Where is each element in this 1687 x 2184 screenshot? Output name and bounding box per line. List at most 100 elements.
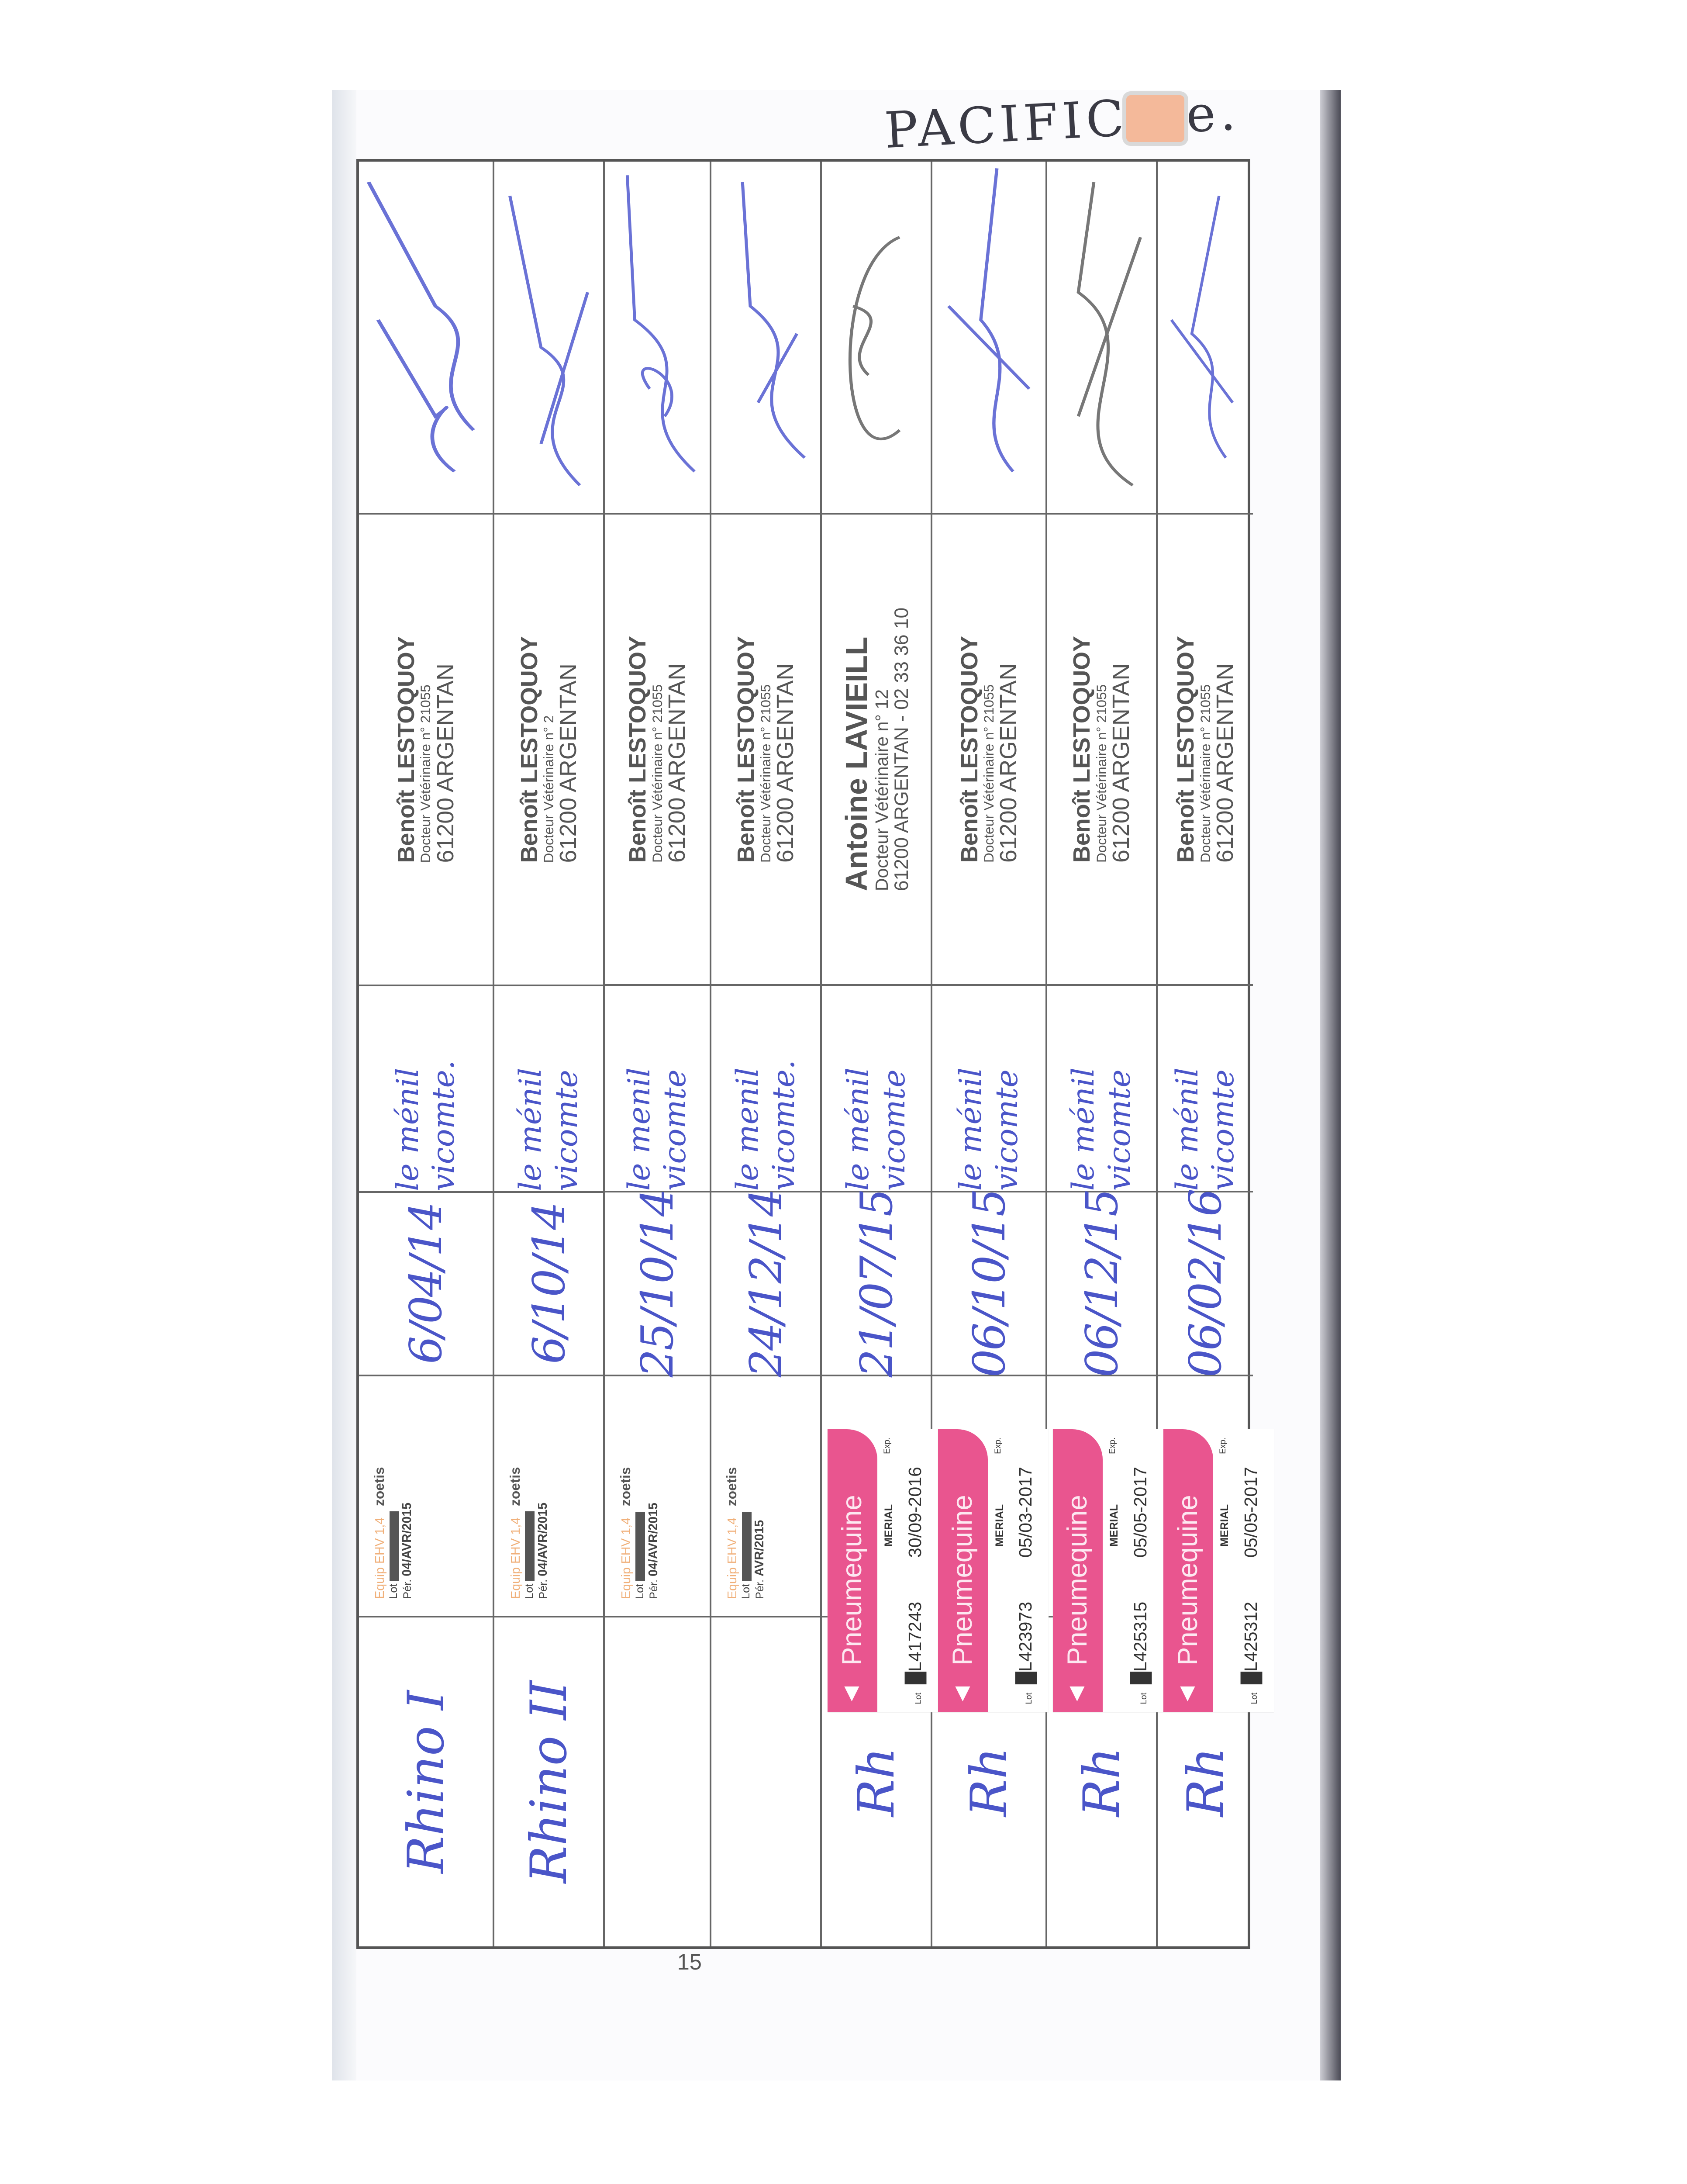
vet-signature — [626, 175, 696, 473]
lot-barcode — [742, 1511, 752, 1581]
zoetis-vaccine-label: Equip EHV 1,4 zoetis Lot Pér. 04/AVR/201… — [367, 1379, 453, 1607]
vaccination-place: le ménil vicomte — [513, 1068, 585, 1191]
vet-stamp: Benoît LESTOQUOY Docteur Vétérinaire n° … — [624, 636, 690, 863]
date-cell: 25/10/14 — [605, 1190, 710, 1377]
exp-label: Exp. — [1108, 1437, 1118, 1454]
vet-city: 61200 ARGENTAN — [1212, 663, 1239, 863]
place-cell: le ménil vicomte. — [359, 984, 493, 1191]
disease-text: Rh — [960, 1747, 1018, 1817]
vet-signature — [849, 236, 901, 441]
vaccine-brand: Equip EHV 1,4 — [619, 1517, 634, 1600]
disease-text: Rh — [847, 1747, 906, 1817]
lot-label: Lot — [523, 1583, 536, 1599]
vaccination-date: 6/04/14 — [400, 1203, 452, 1364]
disease-cell — [711, 1616, 821, 1947]
vet-name: Benoît LESTOQUOY — [516, 636, 543, 863]
pneumequine-vaccine-label: ◀ Pneumequine MERIAL Exp. Lot█L425312 05/… — [1163, 1429, 1274, 1713]
vaccination-date: 06/12/15 — [1076, 1189, 1128, 1378]
vet-stamp-cell: Antoine LAVIEILL Docteur Vétérinaire n° … — [822, 513, 931, 984]
vaccine-expiry: 04/AVR/2015 — [536, 1502, 550, 1576]
per-label: Pér. — [401, 1579, 414, 1599]
vet-city: 61200 ARGENTAN — [772, 663, 799, 863]
lot-label: Lot — [634, 1583, 646, 1600]
vaccine-brand: Pneumequine — [947, 1495, 978, 1666]
vaccination-date: 06/10/15 — [963, 1189, 1015, 1378]
vet-name: Antoine LAVIEILL — [839, 636, 874, 892]
vet-title: Docteur Vétérinaire n° 21055 — [649, 684, 665, 863]
place-cell: le ménil vicomte — [494, 984, 604, 1191]
per-label: Pér. — [754, 1579, 766, 1600]
vaccine-cell: Equip EHV 1,4 zoetis Lot Pér. 04/AVR/201… — [359, 1374, 493, 1616]
vet-stamp-cell: Benoît LESTOQUOY Docteur Vétérinaire n° … — [494, 513, 604, 985]
per-label: Pér. — [537, 1579, 550, 1599]
vaccine-brand: Pneumequine — [1062, 1495, 1093, 1666]
vaccine-lot: L425312 — [1241, 1601, 1261, 1672]
signature-cell — [605, 162, 710, 513]
vaccine-cell: Equip EHV 1,4 zoetis Lot Pér. AVR/2015 — [711, 1375, 821, 1616]
exp-label: Exp. — [883, 1437, 892, 1454]
vaccination-place: le ménil vicomte — [840, 1068, 912, 1191]
vaccine-maker: MERIAL — [993, 1504, 1006, 1547]
zoetis-vaccine-label: Equip EHV 1,4 zoetis Lot Pér. AVR/2015 — [720, 1379, 806, 1608]
lot-label: Lot — [1139, 1693, 1149, 1704]
lot-label: Lot — [914, 1693, 924, 1704]
disease-text: Rh — [1073, 1747, 1131, 1817]
lot-label: Lot — [387, 1583, 400, 1599]
vet-signature — [1076, 182, 1142, 487]
vet-title: Docteur Vétérinaire n° 21055 — [1094, 684, 1110, 863]
vet-title: Docteur Vétérinaire n° 12 — [872, 689, 892, 892]
vet-name: Benoît LESTOQUOY — [956, 636, 983, 863]
vaccine-maker: MERIAL — [1108, 1504, 1121, 1547]
place-cell: le ménil vicomte — [1158, 984, 1253, 1191]
vaccination-place: le ménil vicomte — [1066, 1068, 1137, 1191]
date-cell: 06/10/15 — [932, 1189, 1046, 1378]
vaccination-date: 24/12/14 — [740, 1189, 792, 1378]
vaccine-maker: zoetis — [724, 1467, 740, 1507]
signature-cell — [711, 162, 820, 513]
exp-label: Exp. — [993, 1437, 1003, 1454]
table-row: Equip EHV 1,4 zoetis Lot Pér. AVR/2015 2… — [711, 161, 822, 1947]
vet-stamp-cell: Benoît LESTOQUOY Docteur Vétérinaire n° … — [605, 513, 710, 984]
vaccine-lot: L423973 — [1015, 1601, 1036, 1672]
zoetis-vaccine-label: Equip EHV 1,4 zoetis Lot Pér. 04/AVR/201… — [503, 1379, 589, 1607]
disease-cell: Rhino I — [359, 1615, 493, 1947]
horse-head-icon: ◀ — [840, 1686, 862, 1702]
vet-stamp: Benoît LESTOQUOY Docteur Vétérinaire n° … — [516, 636, 582, 863]
disease-text: Rhino II — [520, 1680, 578, 1883]
vaccine-maker: MERIAL — [883, 1504, 895, 1547]
place-cell: le menil vicomte. — [711, 984, 821, 1191]
exp-label: Exp. — [1218, 1437, 1228, 1454]
vet-stamp-cell: Benoît LESTOQUOY Docteur Vétérinaire n° … — [1047, 513, 1156, 984]
horse-head-icon: ◀ — [951, 1686, 973, 1702]
vaccine-expiry: 05/03-2017 — [1015, 1467, 1036, 1558]
table-row: Rhino I Equip EHV 1,4 zoetis Lot Pér. 04… — [359, 161, 495, 1947]
vet-city: 61200 ARGENTAN — [664, 663, 690, 863]
vet-city: 61200 ARGENTAN — [432, 663, 459, 863]
vaccine-cell: ◀ Pneumequine MERIAL Exp. Lot█L417243 30/… — [822, 1375, 938, 1713]
vet-stamp: Benoît LESTOQUOY Docteur Vétérinaire n° … — [393, 636, 459, 863]
vet-stamp-cell: Benoît LESTOQUOY Docteur Vétérinaire n° … — [932, 513, 1046, 984]
vet-stamp-cell: Benoît LESTOQUOY Docteur Vétérinaire n° … — [711, 513, 821, 984]
vet-title: Docteur Vétérinaire n° 21055 — [758, 684, 774, 863]
vet-signature — [741, 182, 806, 459]
table-row: Rh ◀ Pneumequine MERIAL Exp. Lot█L423973 … — [932, 161, 1049, 1947]
vaccine-expiry: 05/05-2017 — [1130, 1467, 1151, 1558]
vaccine-maker: zoetis — [371, 1467, 387, 1507]
signature-cell — [359, 162, 493, 513]
vet-name: Benoît LESTOQUOY — [733, 636, 759, 863]
vaccination-place: le ménil vicomte — [953, 1068, 1025, 1191]
date-cell: 06/12/15 — [1047, 1189, 1156, 1378]
vet-signature — [367, 182, 476, 473]
vet-city: 61200 ARGENTAN — [995, 663, 1022, 863]
vaccine-brand: Pneumequine — [1173, 1495, 1204, 1666]
vet-city: 61200 ARGENTAN — [555, 663, 582, 863]
lot-label: Lot — [740, 1583, 752, 1600]
vet-signature — [947, 168, 1031, 473]
pneumequine-vaccine-label: ◀ Pneumequine MERIAL Exp. Lot█L425315 05/… — [1053, 1429, 1164, 1713]
vet-title: Docteur Vétérinaire n° 21055 — [417, 684, 434, 863]
signature-cell — [1047, 162, 1156, 513]
vet-name: Benoît LESTOQUOY — [624, 636, 651, 863]
vet-city: 61200 ARGENTAN - 02 33 36 10 — [891, 608, 913, 892]
vaccine-brand: Equip EHV 1,4 — [509, 1517, 523, 1599]
